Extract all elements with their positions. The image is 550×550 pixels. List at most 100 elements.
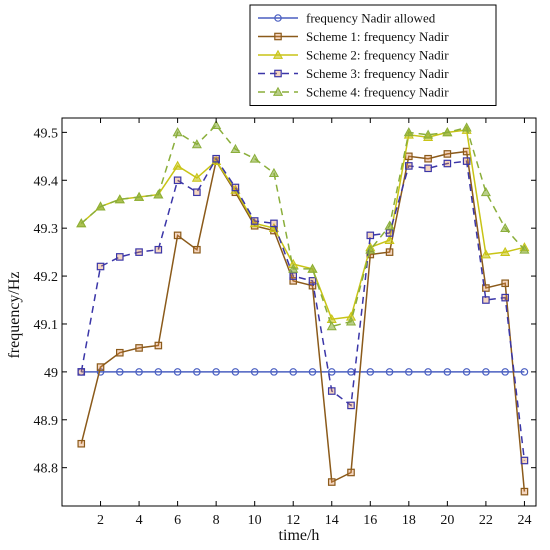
data-point: [520, 456, 529, 465]
y-tick-label: 48.8: [34, 462, 59, 477]
legend-item: Scheme 3: frequency Nadir: [258, 66, 449, 81]
y-tick-label: 49.2: [34, 270, 59, 285]
series-3: [76, 124, 530, 324]
data-point: [385, 248, 394, 256]
series-line: [80, 157, 526, 461]
x-tick-label: 6: [174, 513, 181, 528]
data-point: [405, 152, 413, 161]
data-point: [327, 368, 336, 376]
data-point: [96, 363, 105, 371]
data-point: [462, 368, 471, 376]
data-point: [462, 157, 471, 165]
data-point: [135, 248, 143, 256]
data-point: [347, 401, 355, 410]
data-point: [116, 368, 124, 376]
x-tick-label: 20: [440, 513, 454, 528]
data-point: [327, 387, 336, 395]
axes: 2 4 6 8 10 12 14 16 18 20 22 2448.848.94949.149.249…: [34, 117, 537, 528]
data-point: [500, 222, 511, 233]
data-point: [96, 262, 105, 271]
y-tick-label: 49.4: [34, 174, 59, 189]
legend-marker: [272, 86, 284, 96]
data-point: [249, 218, 260, 228]
data-point: [519, 244, 530, 254]
legend-marker: [274, 69, 282, 78]
data-point: [288, 263, 299, 273]
legend-marker: [274, 14, 282, 22]
data-point: [193, 188, 201, 197]
data-point: [443, 159, 452, 168]
x-tick-label: 12: [286, 513, 300, 528]
data-point: [424, 154, 432, 163]
data-point: [520, 368, 529, 376]
series-line: [80, 129, 525, 321]
x-tick-label: 10: [248, 513, 262, 528]
x-tick-label: 24: [517, 513, 531, 528]
data-point: [116, 348, 124, 357]
data-point: [193, 368, 201, 376]
data-point: [193, 245, 201, 254]
data-point: [366, 368, 375, 376]
data-point: [443, 150, 452, 158]
y-axis-title: frequency/Hz: [6, 271, 23, 358]
data-point: [308, 368, 317, 376]
legend-item: Scheme 2: frequency Nadir: [258, 48, 449, 63]
data-point: [250, 368, 259, 376]
series-4: [77, 154, 529, 465]
data-point: [153, 189, 164, 199]
data-point: [76, 218, 87, 228]
x-tick-label: 4: [136, 513, 143, 528]
series-line: [80, 150, 526, 492]
data-point: [231, 183, 240, 192]
data-point: [501, 293, 509, 302]
data-point: [384, 234, 395, 245]
data-point: [77, 368, 86, 376]
data-point: [482, 296, 490, 304]
data-point: [327, 478, 336, 486]
data-point: [385, 368, 394, 376]
legend-item: Scheme 4: frequency Nadir: [258, 85, 449, 100]
data-point: [443, 368, 452, 376]
data-point: [405, 162, 413, 170]
data-point: [249, 153, 260, 163]
data-point: [308, 277, 317, 285]
data-point: [212, 368, 220, 376]
plot-frame: [61, 117, 537, 507]
plot-area: [76, 119, 530, 496]
x-tick-label: 18: [402, 513, 416, 528]
data-point: [289, 368, 298, 376]
data-point: [424, 368, 432, 376]
data-point: [365, 244, 376, 254]
legend-marker: [272, 49, 284, 59]
data-point: [326, 321, 337, 331]
data-point: [385, 229, 394, 237]
data-point: [211, 119, 222, 130]
data-point: [231, 368, 240, 376]
legend-label: Scheme 1: frequency Nadir: [306, 29, 449, 44]
x-tick-label: 2: [97, 513, 104, 528]
data-point: [424, 164, 432, 173]
legend-label: Scheme 4: frequency Nadir: [306, 85, 449, 100]
data-point: [384, 220, 395, 230]
x-tick-label: 8: [213, 513, 220, 528]
x-tick-label: 16: [363, 513, 377, 528]
data-point: [270, 368, 278, 376]
data-point: [480, 249, 491, 259]
series-2: [77, 147, 529, 496]
legend-label: frequency Nadir allowed: [306, 11, 436, 26]
series-line: [80, 124, 525, 328]
x-axis-title: time/h: [279, 527, 320, 544]
data-point: [501, 368, 509, 376]
data-point: [403, 127, 414, 137]
data-point: [173, 231, 182, 240]
data-point: [480, 187, 491, 197]
data-point: [134, 191, 145, 201]
data-point: [482, 284, 490, 292]
series-1: [77, 368, 529, 376]
data-point: [347, 468, 355, 477]
data-point: [501, 279, 509, 288]
data-point: [230, 143, 241, 153]
data-point: [172, 127, 183, 137]
data-point: [520, 487, 529, 496]
